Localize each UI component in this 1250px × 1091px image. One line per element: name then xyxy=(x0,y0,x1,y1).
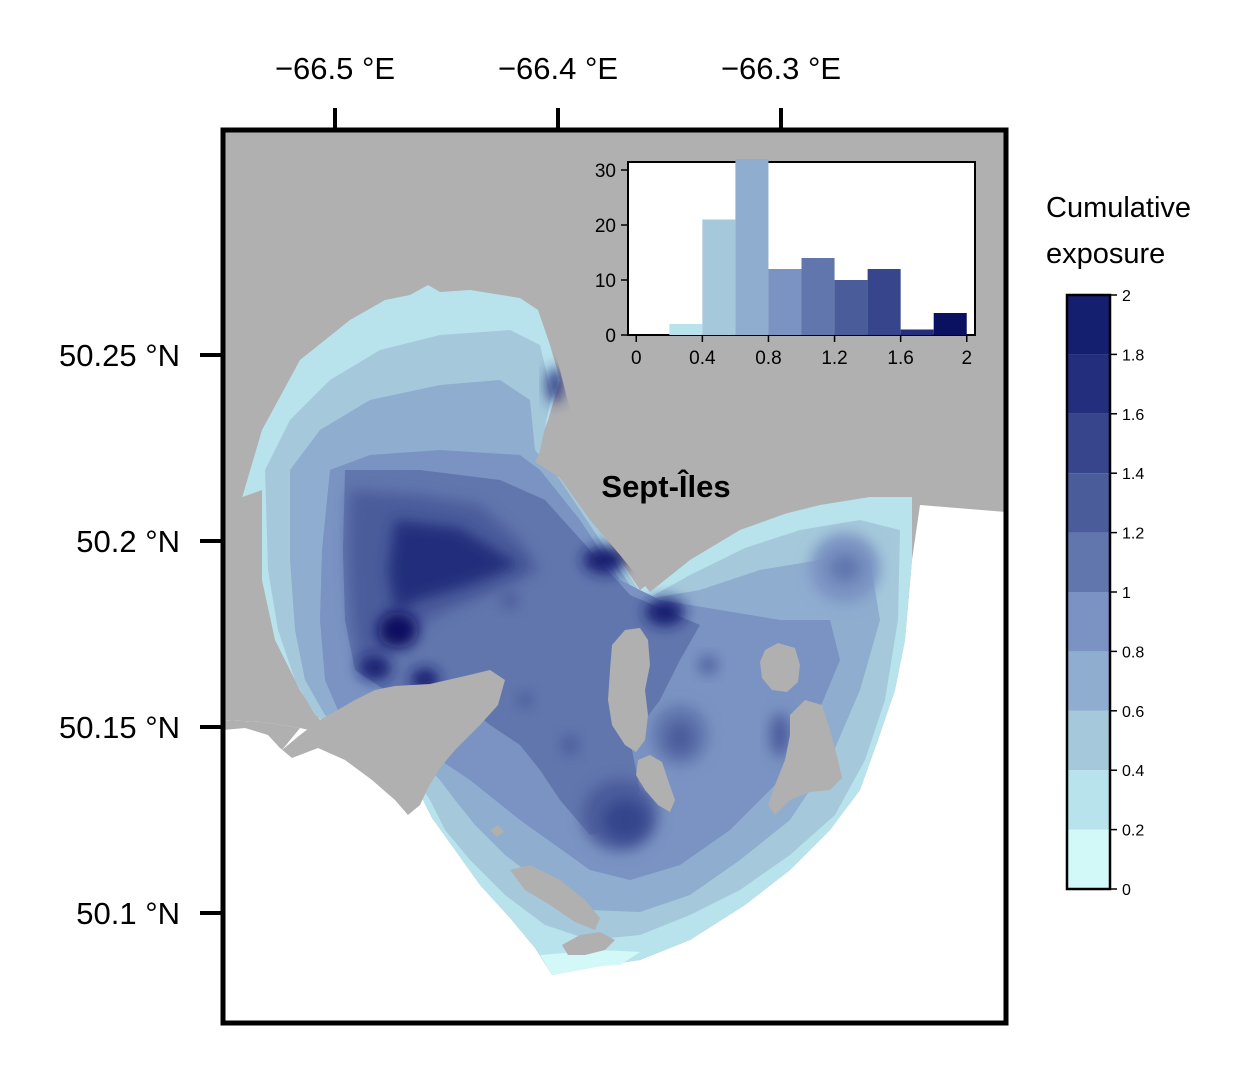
legend-tick-label: 2 xyxy=(1122,288,1131,305)
island-manowin xyxy=(760,643,800,692)
legend-swatch xyxy=(1067,592,1110,652)
histogram-bars xyxy=(669,159,967,335)
exposure-hotspot xyxy=(770,713,790,757)
island-petite-boule xyxy=(636,755,675,812)
histogram-x-tick-label: 0.4 xyxy=(689,348,716,369)
histogram-x-tick-label: 1.2 xyxy=(821,348,847,369)
legend-tick-label: 1.6 xyxy=(1122,407,1144,424)
coastal-notch xyxy=(240,490,262,506)
exposure-hotspot xyxy=(699,656,717,674)
inset-histogram: 0 0.4 0.8 1.2 1.6 2 0 10 20 30 xyxy=(595,159,976,369)
legend-tick-label: 0.8 xyxy=(1122,644,1144,661)
legend-swatch xyxy=(1067,770,1110,830)
place-label-sept-iles: Sept-Îles xyxy=(601,468,730,504)
map-frame xyxy=(220,127,1009,1026)
exposure-zone-1.4-1.6 xyxy=(388,520,520,610)
lon-tick-label: −66.3 °E xyxy=(721,51,841,86)
histogram-bar xyxy=(933,313,967,335)
legend-swatch xyxy=(1067,651,1110,711)
legend-tick-label: 0.2 xyxy=(1122,823,1144,840)
island-south-1 xyxy=(510,865,600,930)
legend-title-line1: Cumulative xyxy=(1046,192,1191,224)
legend-swatch xyxy=(1067,829,1110,889)
legend-tick-label: 0.6 xyxy=(1122,704,1144,721)
exposure-hotspot xyxy=(583,546,627,574)
exposure-hotspot xyxy=(517,692,533,708)
lat-tick-label: 50.25 °N xyxy=(59,338,180,373)
lat-tick-label: 50.1 °N xyxy=(76,896,180,931)
legend-swatch xyxy=(1067,354,1110,414)
island-south-3 xyxy=(490,825,504,837)
lon-tick-label: −66.4 °E xyxy=(498,51,618,86)
histogram-bar xyxy=(735,159,769,335)
histogram-bar xyxy=(900,329,934,335)
histogram-x-tick-label: 0 xyxy=(631,348,642,369)
exposure-hotspot xyxy=(645,598,685,626)
exposure-hotspot xyxy=(561,735,579,755)
exposure-hotspot xyxy=(501,591,519,609)
lat-tick-label: 50.2 °N xyxy=(76,524,180,559)
exposure-hotspot xyxy=(603,800,647,840)
exposure-hotspot xyxy=(547,367,563,403)
exposure-hotspot xyxy=(378,612,418,648)
legend-tick-label: 1.8 xyxy=(1122,347,1144,364)
map-panel: Sept-Îles 0 0.4 0.8 1.2 1.6 2 0 10 20 30 xyxy=(223,130,1006,1023)
latitude-axis: 50.25 °N 50.2 °N 50.15 °N 50.1 °N xyxy=(59,338,223,931)
histogram-y-tick-label: 10 xyxy=(595,271,616,292)
legend-tick-label: 1.2 xyxy=(1122,526,1144,543)
histogram-x-tick-label: 0.8 xyxy=(755,348,781,369)
lat-tick-label: 50.15 °N xyxy=(59,710,180,745)
exposure-hotspot xyxy=(359,656,391,680)
legend-tick-label: 0.4 xyxy=(1122,763,1144,780)
histogram-bar xyxy=(768,269,802,335)
longitude-axis: −66.5 °E −66.4 °E −66.3 °E xyxy=(275,51,841,130)
histogram-bar xyxy=(669,324,703,335)
histogram-bar xyxy=(867,269,901,335)
legend-swatch xyxy=(1067,710,1110,771)
histogram-y-tick-label: 0 xyxy=(605,326,616,347)
histogram-y-tick-label: 20 xyxy=(595,216,616,237)
legend-color-bar xyxy=(1067,295,1110,889)
island-south-2 xyxy=(562,932,615,955)
legend-swatch xyxy=(1067,295,1110,355)
legend-swatch xyxy=(1067,413,1110,474)
island-corossol xyxy=(768,700,842,815)
open-water xyxy=(223,498,1006,1023)
exposure-hotspot xyxy=(829,554,861,582)
legend-tick-label: 1 xyxy=(1122,585,1131,602)
histogram-bar xyxy=(702,219,736,335)
histogram-x-tick-label: 1.6 xyxy=(887,348,913,369)
legend-title-line2: exposure xyxy=(1046,238,1165,270)
legend-swatch xyxy=(1067,473,1110,533)
histogram-x-axis: 0 0.4 0.8 1.2 1.6 2 xyxy=(631,335,972,369)
island-grosse-boule xyxy=(608,628,650,752)
exposure-hotspot xyxy=(666,722,694,754)
western-point xyxy=(223,670,505,815)
legend-swatch xyxy=(1067,532,1110,592)
legend: Cumulative exposure 0 0.2 0.4 0.6 0.8 1 1.2 1.4… xyxy=(1046,192,1191,899)
histogram-y-axis: 0 10 20 30 xyxy=(595,161,628,347)
lon-tick-label: −66.5 °E xyxy=(275,51,395,86)
histogram-bar xyxy=(801,258,835,335)
legend-tick-label: 0 xyxy=(1122,882,1131,899)
histogram-x-tick-label: 2 xyxy=(961,348,972,369)
legend-ticks: 0 0.2 0.4 0.6 0.8 1 1.2 1.4 1.6 1.8 2 xyxy=(1110,288,1144,899)
exposure-zone-0-0.2 xyxy=(540,950,640,975)
legend-tick-label: 1.4 xyxy=(1122,466,1144,483)
histogram-y-tick-label: 30 xyxy=(595,161,616,182)
histogram-bar xyxy=(834,280,868,335)
